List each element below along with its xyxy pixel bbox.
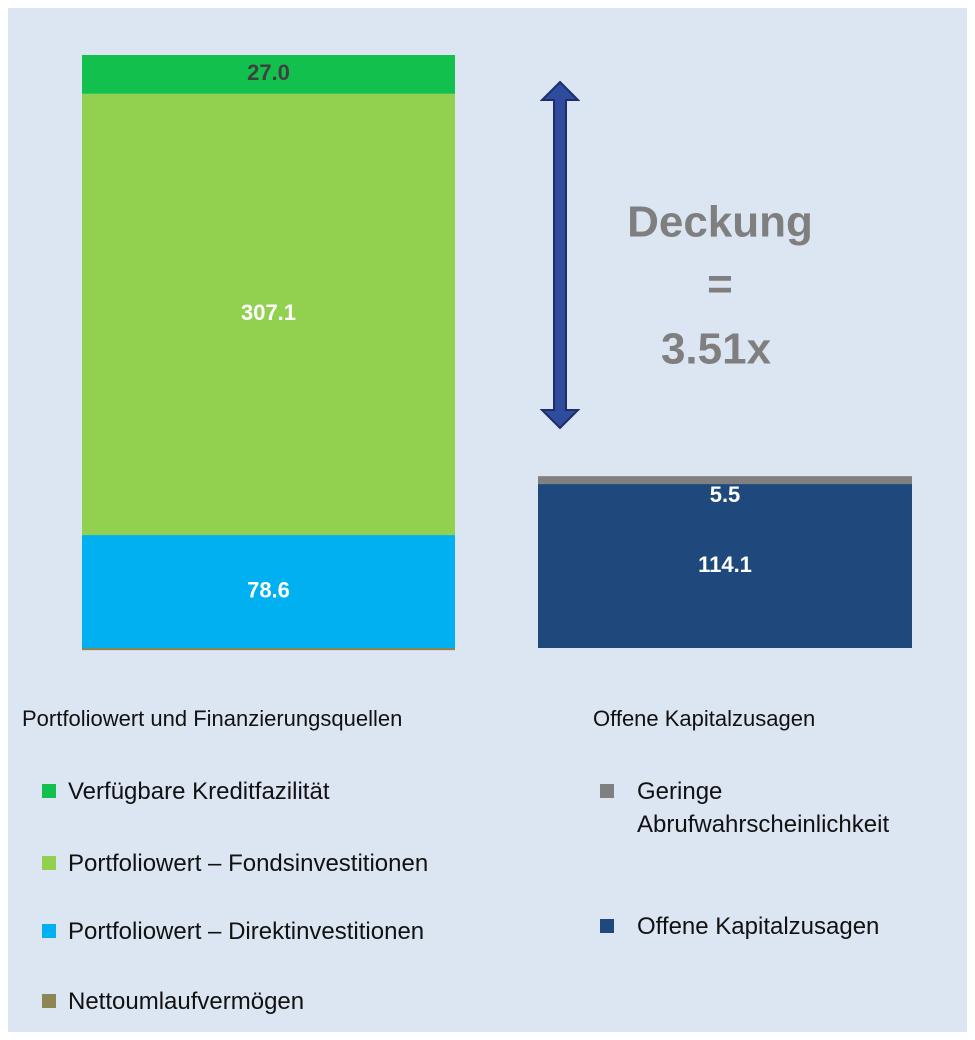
- legend-item: Geringe Abrufwahrscheinlichkeit: [600, 777, 930, 841]
- category-label: Offene Kapitalzusagen: [593, 706, 816, 731]
- legend-label: Offene Kapitalzusagen: [637, 913, 880, 940]
- bar-segment: [82, 93, 455, 536]
- legend-label: Portfoliowert – Fondsinvestitionen: [68, 850, 429, 877]
- value-label: 27.0: [247, 60, 290, 85]
- bar-segment: [82, 648, 455, 651]
- legend-swatch: [600, 784, 614, 798]
- legend-label: Verfügbare Kreditfazilität: [68, 778, 330, 805]
- value-label: 114.1: [698, 552, 752, 577]
- annotation: Deckung: [627, 198, 813, 247]
- legend-item: Portfoliowert – Fondsinvestitionen: [42, 849, 542, 880]
- value-label: 78.6: [247, 577, 290, 602]
- legend-label: Portfoliowert – Direktinvestitionen: [68, 918, 425, 945]
- legend-item: Portfoliowert – Direktinvestitionen: [42, 917, 542, 948]
- legend-swatch: [42, 784, 56, 798]
- legend-label: Geringe Abrufwahrscheinlichkeit: [637, 778, 890, 838]
- bar-segment: [538, 484, 912, 648]
- bar-segment: [538, 476, 912, 485]
- value-label: 307.1: [241, 300, 296, 325]
- legend-swatch: [42, 856, 56, 870]
- legend-label: Nettoumlaufvermögen: [68, 988, 305, 1015]
- category-label: Portfoliowert und Finanzierungsquellen: [22, 706, 403, 731]
- bar-segment: [82, 55, 455, 94]
- annotation: =: [707, 260, 733, 309]
- legend-swatch: [42, 924, 56, 938]
- legend-item: Verfügbare Kreditfazilität: [42, 777, 542, 808]
- bar-segment: [82, 535, 455, 648]
- annotation: 3.51x: [661, 325, 772, 374]
- legend-item: Offene Kapitalzusagen: [600, 912, 930, 943]
- legend-swatch: [42, 994, 56, 1008]
- coverage-arrow: [539, 80, 581, 430]
- legend-item: Nettoumlaufvermögen: [42, 987, 542, 1018]
- legend-swatch: [600, 919, 614, 933]
- value-label: 5.5: [710, 482, 741, 507]
